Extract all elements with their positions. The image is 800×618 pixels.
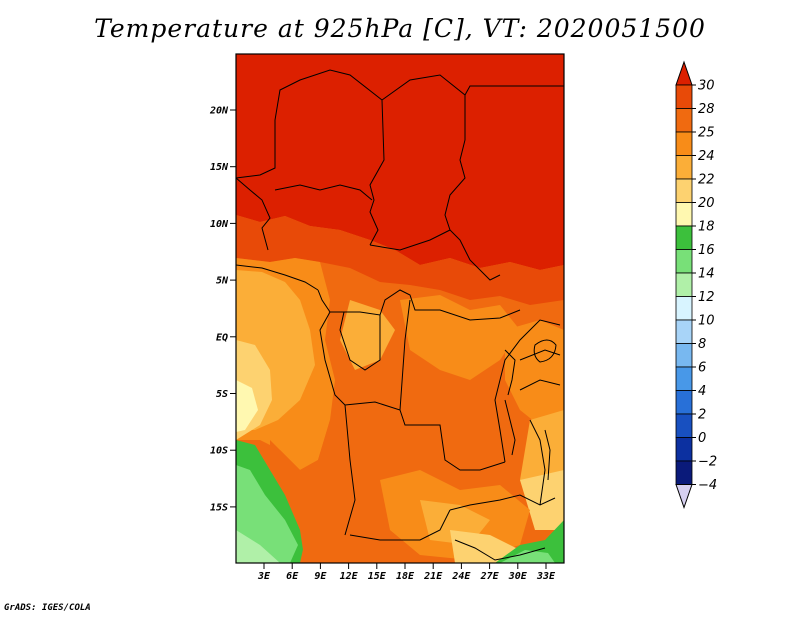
- colorbar-segment: [675, 84, 693, 109]
- colorbar-segment: [675, 390, 693, 415]
- colorbar-segment: [675, 319, 693, 344]
- colorbar-segment: [675, 437, 693, 462]
- country-borders: [236, 69, 564, 561]
- lon-tick-label: 3E: [257, 571, 271, 582]
- lon-tick-label: 27E: [480, 571, 500, 582]
- map-title: Temperature at 925hPa [C], VT: 202005150…: [94, 14, 706, 43]
- colorbar-segment: [675, 131, 693, 156]
- colorbar-label: 16: [698, 243, 715, 258]
- lat-tick-label: 15S: [210, 502, 228, 513]
- colorbar-top-arrow: [675, 60, 693, 86]
- grads-credit: GrADS: IGES/COLA: [4, 603, 91, 613]
- lat-tick-label: 5N: [216, 276, 229, 287]
- colorbar-segment: [675, 413, 693, 438]
- lon-tick-label: 15E: [368, 571, 387, 582]
- lat-tick-label: EQ: [216, 332, 228, 343]
- colorbar-label: 2: [698, 408, 706, 423]
- lon-tick-label: 12E: [340, 571, 359, 582]
- colorbar-bottom-arrow: [675, 484, 693, 510]
- colorbar-segment: [675, 155, 693, 180]
- colorbar-segment: [675, 366, 693, 391]
- colorbar-segment: [675, 108, 693, 133]
- colorbar-label: 0: [698, 431, 706, 446]
- lat-tick-label: 20N: [209, 106, 229, 117]
- lat-tick-label: 10N: [210, 219, 229, 230]
- lon-tick-label: 9E: [314, 571, 327, 582]
- colorbar-label: 18: [698, 220, 715, 235]
- colorbar-segment: [675, 460, 693, 485]
- colorbar-segment: [675, 343, 693, 368]
- temperature-field: [236, 54, 564, 563]
- colorbar-segment: [675, 272, 693, 297]
- lat-tick-label: 10S: [210, 446, 228, 457]
- colorbar-label: 12: [698, 290, 715, 305]
- latitude-axis: 20N 15N 10N 5N EQ 5S 10S 15S: [209, 106, 236, 513]
- colorbar-label: 24: [698, 149, 715, 164]
- colorbar-segment: [675, 249, 693, 274]
- colorbar-label: 30: [698, 79, 715, 94]
- colorbar-label: 25: [698, 126, 715, 141]
- colorbar-label: 22: [698, 173, 715, 188]
- map-frame: [235, 53, 565, 564]
- colorbar-label: 14: [698, 267, 715, 282]
- lon-tick-label: 6E: [286, 571, 299, 582]
- lon-tick-label: 21E: [423, 571, 443, 582]
- colorbar-label: −4: [698, 478, 717, 493]
- colorbar-segment: [675, 178, 693, 203]
- lon-tick-label: 30E: [508, 571, 528, 582]
- lat-tick-label: 5S: [216, 389, 228, 400]
- colorbar-segment: [675, 202, 693, 227]
- colorbar-label: 20: [698, 196, 715, 211]
- lon-tick-label: 24E: [451, 571, 471, 582]
- colorbar-label: 8: [698, 337, 706, 352]
- lon-tick-label: 33E: [536, 571, 556, 582]
- colorbar-label: 4: [698, 384, 706, 399]
- colorbar-label: 6: [698, 361, 706, 376]
- colorbar-label: −2: [698, 455, 717, 470]
- colorbar-label: 28: [698, 102, 715, 117]
- colorbar-label: 10: [698, 314, 715, 329]
- lon-tick-label: 18E: [396, 571, 415, 582]
- lat-tick-label: 15N: [210, 162, 229, 173]
- longitude-axis: 3E 6E 9E 12E 15E 18E 21E 24E 27E 30E 33E: [257, 563, 556, 582]
- colorbar-segment: [675, 296, 693, 321]
- colorbar-segment: [675, 225, 693, 250]
